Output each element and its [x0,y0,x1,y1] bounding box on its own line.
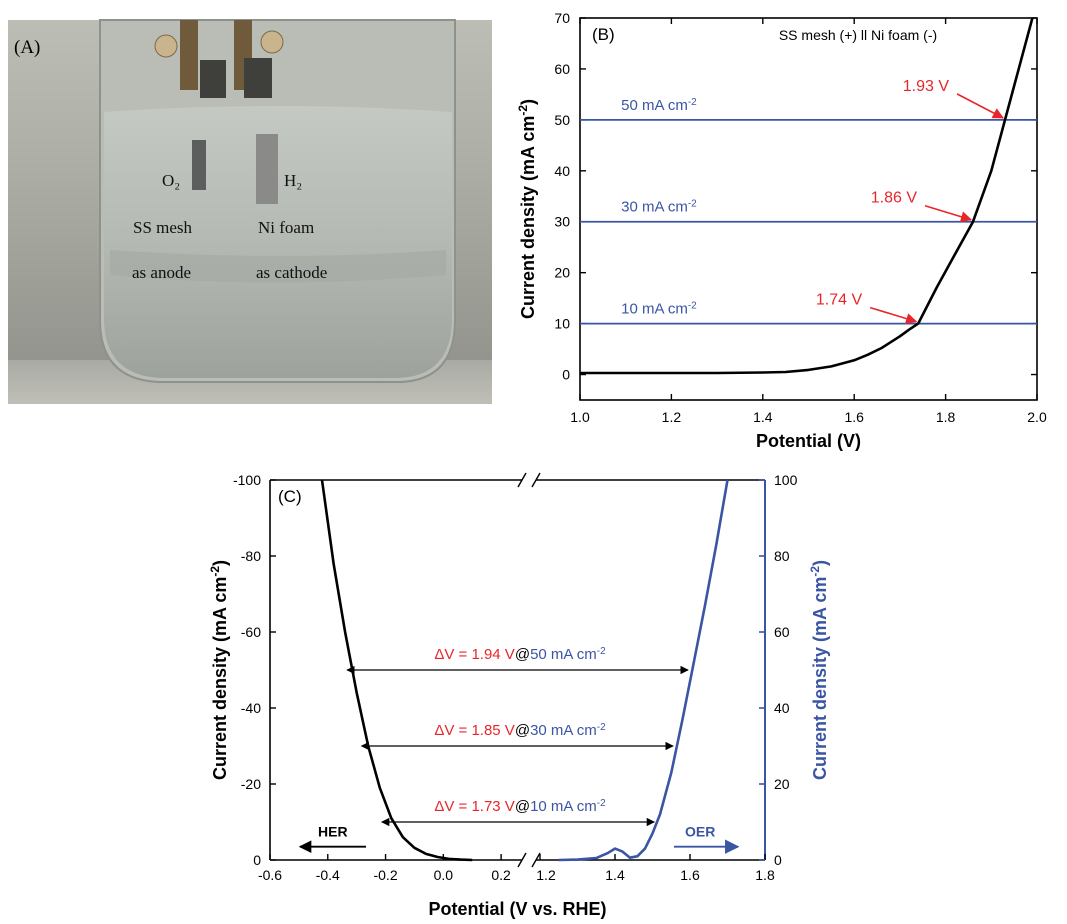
chart-b-xtick-label-1: 1.2 [662,409,682,425]
anode-screw [154,34,178,58]
chart-b-annotation-arrow-1 [924,204,973,223]
chart-b-xlabel: Potential (V) [756,431,861,451]
chart-c-delta-label-1: ΔV = 1.85 V@30 mA cm-2 [434,722,606,740]
chart-c-her-label: HER [318,824,348,840]
chart-c-xtick-right-label-3: 1.8 [755,867,775,883]
electrolyte [104,106,452,378]
chart-c-xtick-left-label-0: -0.6 [258,867,282,883]
chart-b-ytick-label-6: 60 [554,61,570,77]
chart-c-ytick-left-label-3: -60 [241,624,261,640]
chart-c-ytick-right-label-4: 80 [774,548,790,564]
chart-b-annotation-2: 1.93 V [903,78,950,95]
anode-role-label: as anode [132,263,191,282]
chart-c-ytick-left-label-4: -80 [241,548,261,564]
panel-a-label: (A) [14,37,40,58]
chart-b-annotation-0: 1.74 V [816,292,863,309]
chart-c-xtick-left-label-4: 0.2 [491,867,511,883]
cathode-screw [260,30,284,54]
chart-b-xtick-label-5: 2.0 [1027,409,1047,425]
chart-b-title: SS mesh (+) ll Ni foam (-) [779,27,937,43]
chart-b-ytick-label-4: 40 [554,163,570,179]
chart-b-ytick-label-2: 20 [554,265,570,281]
chart-c-break-mark-top-a [517,472,527,488]
chart-c-ylabel-left: Current density (mA cm-2) [208,560,230,780]
chart-c-break-mark-top-b [531,472,541,488]
cathode-clip [244,58,272,98]
chart-c-ylabel-right: Current density (mA cm-2) [808,560,830,780]
chart-b-ytick-label-0: 0 [562,367,570,383]
chart-b-ytick-label-3: 30 [554,214,570,230]
chart-c-delta-label-0: ΔV = 1.94 V@50 mA cm-2 [434,646,606,664]
ss-mesh-electrode [192,140,206,190]
chart-c-her-curve [320,479,473,862]
chart-b-refline-label-0: 10 mA cm-2 [621,300,697,318]
chart-c-ytick-left-label-2: -40 [241,700,261,716]
chart-b-xtick-label-3: 1.6 [844,409,864,425]
chart-c-ytick-right-label-1: 20 [774,776,790,792]
chart-c-xtick-right-label-2: 1.6 [680,867,700,883]
chart-c-xtick-right-label-0: 1.2 [536,867,556,883]
chart-c-ytick-right-label-3: 60 [774,624,790,640]
chart-c-xtick-left-label-2: -0.2 [373,867,397,883]
chart-b-annotation-1: 1.86 V [871,190,918,207]
chart-b-xtick-label-4: 1.8 [936,409,956,425]
chart-c-xtick-left-label-1: -0.4 [316,867,340,883]
chart-c-oer-curve [558,479,729,862]
chart-b-refline-label-2: 50 mA cm-2 [621,96,697,114]
chart-b: 1.0 1.2 1.4 1.6 1.8 2.0 0 10 20 30 40 50 60 70 10 mA c… [516,10,1047,451]
chart-b-xtick-label-2: 1.4 [753,409,773,425]
chart-c-ytick-left-label-1: -20 [241,776,261,792]
chart-c-xtick-left-label-3: 0.0 [434,867,454,883]
anode-name-label: SS mesh [133,218,193,237]
chart-c-delta-label-2: ΔV = 1.73 V@10 mA cm-2 [434,798,606,816]
chart-c: -0.6 -0.4 -0.2 0.0 0.2 1.2 1.4 1.6 1.80-20-40-60… [208,472,830,919]
panel-a-photo: (A) O₂ H₂ SS mesh Ni foam as anode as ca… [8,19,492,404]
cathode-name-label: Ni foam [258,218,314,237]
anode-holder [180,20,198,90]
chart-b-ytick-label-7: 70 [554,10,570,26]
chart-b-xtick-label-0: 1.0 [570,409,590,425]
o2-label: O₂ [162,171,180,190]
chart-c-break-mark-bottom-a [517,852,527,868]
chart-b-ylabel: Current density (mA cm-2) [516,99,538,319]
chart-c-panel-label: (C) [278,487,302,506]
chart-b-annotation-arrow-2 [956,93,1005,119]
chart-b-ytick-label-1: 10 [554,316,570,332]
h2-label: H₂ [284,171,302,190]
meniscus-band [110,250,446,283]
ni-foam-electrode [256,134,278,204]
chart-b-panel-label: (B) [592,25,615,44]
chart-c-ytick-right-label-5: 100 [774,472,798,488]
cathode-role-label: as cathode [256,263,327,282]
chart-c-ytick-left-label-0: 0 [253,852,261,868]
chart-b-refline-label-1: 30 mA cm-2 [621,198,697,216]
chart-c-xtick-right-label-1: 1.4 [605,867,625,883]
chart-c-oer-label: OER [685,824,715,840]
chart-b-ytick-label-5: 50 [554,112,570,128]
chart-c-ytick-left-label-5: -100 [233,472,261,488]
chart-c-ytick-right-label-2: 40 [774,700,790,716]
anode-clip [200,60,226,98]
chart-b-annotation-arrow-0 [869,306,918,325]
chart-b-series-line [580,17,1034,375]
chart-c-ytick-right-label-0: 0 [774,852,782,868]
chart-b-frame [579,17,1038,401]
chart-c-break-mark-bottom-b [531,852,541,868]
chart-c-xlabel: Potential (V vs. RHE) [428,899,606,919]
